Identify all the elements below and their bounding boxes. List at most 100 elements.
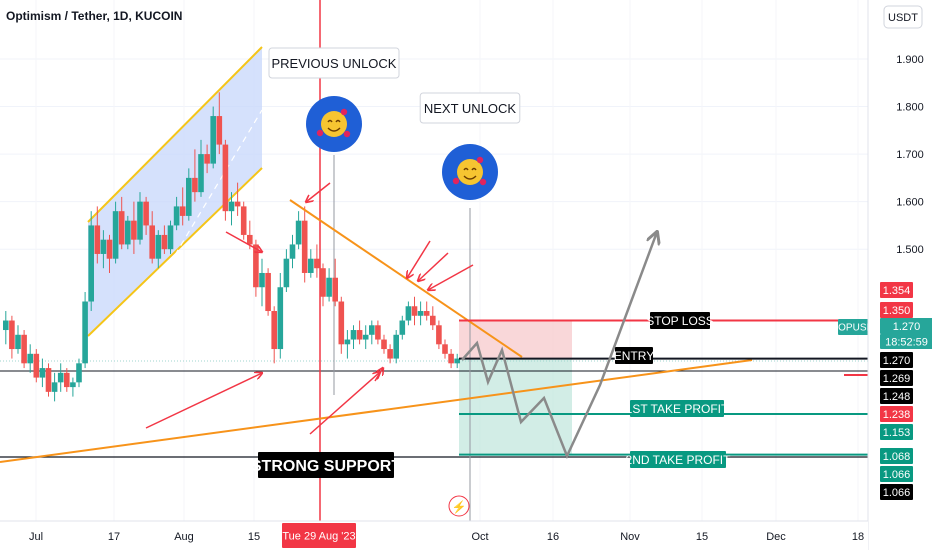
- candle: [155, 230, 162, 269]
- annotation-arrow: [306, 182, 331, 202]
- annotation-arrow: [428, 264, 474, 290]
- candle-body: [436, 325, 442, 345]
- candle: [393, 330, 399, 364]
- candle-body: [326, 277, 332, 297]
- price-label-text: 1.354: [883, 285, 911, 297]
- candle: [436, 320, 442, 350]
- candle-body: [125, 220, 131, 245]
- annotation-arrow: [407, 240, 431, 278]
- candle-body: [167, 225, 174, 250]
- candle-body: [112, 211, 119, 259]
- candle-body: [417, 311, 424, 316]
- candle-body: [204, 154, 210, 164]
- currency-button[interactable]: [883, 5, 923, 29]
- candle-body: [387, 349, 393, 359]
- next-unlock-icon-face: [457, 159, 483, 185]
- previous-unlock-icon-heart: [340, 108, 348, 116]
- candle: [88, 211, 94, 312]
- countdown-tag: 18:52:59: [880, 334, 932, 349]
- price-label: 1.068: [880, 448, 913, 464]
- candle: [167, 220, 174, 254]
- candle-body: [247, 234, 253, 245]
- candle: [131, 201, 137, 254]
- candle-body: [82, 301, 88, 364]
- previous-unlock-icon-smile: [327, 127, 341, 132]
- take-profit-2-label-bg: [630, 451, 726, 468]
- candle: [234, 182, 241, 216]
- take-profit-2-label-text: 2ND TAKE PROFIT: [626, 453, 732, 467]
- grid: [0, 58, 868, 250]
- candle: [192, 149, 198, 202]
- price-label-text: 1.153: [883, 427, 911, 439]
- annotation-arrow: [374, 368, 383, 382]
- candle: [362, 325, 369, 350]
- price-label-bg: [880, 448, 913, 464]
- annotation-arrow: [145, 373, 262, 429]
- candle: [405, 301, 412, 326]
- candle: [271, 306, 277, 364]
- time-scale[interactable]: [0, 521, 868, 550]
- candle: [82, 291, 88, 369]
- candle-body: [186, 177, 192, 216]
- candle-body: [3, 320, 9, 331]
- candle: [204, 144, 210, 174]
- time-tick-label: Aug: [174, 531, 194, 543]
- countdown-tag-text: 18:52:59: [885, 336, 928, 348]
- candle-body: [314, 258, 320, 269]
- candle: [332, 258, 338, 307]
- candle-body: [15, 334, 21, 350]
- candle-body: [179, 206, 186, 216]
- current-price-tag-text: 1.270: [893, 321, 921, 333]
- price-label-text: 1.066: [883, 469, 911, 481]
- price-label: 1.269: [880, 370, 913, 386]
- channel-lower-line: [87, 167, 263, 337]
- candle-body: [338, 301, 345, 345]
- candle-body: [289, 244, 296, 259]
- previous-unlock-icon-eyes: [327, 119, 341, 123]
- time-tick-label: 18: [852, 531, 864, 543]
- time-tick-label: Jul: [29, 531, 43, 543]
- candle: [240, 201, 247, 240]
- strong-support-label: STRONG SUPPORT: [251, 452, 401, 478]
- candle-body: [106, 239, 113, 259]
- price-label-text: 1.350: [883, 305, 911, 317]
- candle-body: [253, 244, 259, 288]
- candle-body: [375, 325, 381, 340]
- candle: [454, 353, 460, 369]
- candle: [9, 315, 15, 359]
- candle-body: [143, 201, 149, 226]
- candles: [3, 92, 460, 402]
- price-label: 1.066: [880, 466, 913, 482]
- time-tick-label: 16: [547, 531, 559, 543]
- candle: [301, 206, 308, 283]
- candle: [125, 215, 131, 250]
- strong-support-label-bg: [258, 452, 394, 478]
- candle-body: [430, 315, 436, 326]
- price-label-bg: [880, 388, 913, 404]
- candle-body: [100, 239, 107, 254]
- candle: [137, 192, 143, 245]
- candle: [112, 201, 119, 264]
- projection-path: [461, 232, 657, 460]
- price-label-bg: [880, 370, 913, 386]
- reward-zone: [459, 358, 572, 455]
- price-label-bg: [880, 302, 913, 318]
- candle: [94, 206, 101, 264]
- candle-body: [405, 306, 412, 321]
- price-tick-label: 1.900: [896, 54, 924, 66]
- price-axis: 1.900 1.800 1.700 1.600 1.500 1.354 1.350 1.270…: [880, 54, 932, 500]
- candle-body: [240, 206, 247, 235]
- candle-body: [369, 325, 375, 335]
- candle: [344, 330, 351, 359]
- candle: [289, 234, 296, 269]
- candle: [381, 334, 387, 354]
- event-marker[interactable]: [448, 495, 470, 517]
- candle: [76, 358, 82, 388]
- previous-unlock-icon-heart: [343, 130, 351, 138]
- candle: [326, 268, 332, 302]
- candle: [173, 196, 180, 231]
- price-label-text: 1.066: [883, 487, 911, 499]
- candle: [161, 225, 168, 254]
- highlighted-date-tag-bg: [282, 523, 356, 548]
